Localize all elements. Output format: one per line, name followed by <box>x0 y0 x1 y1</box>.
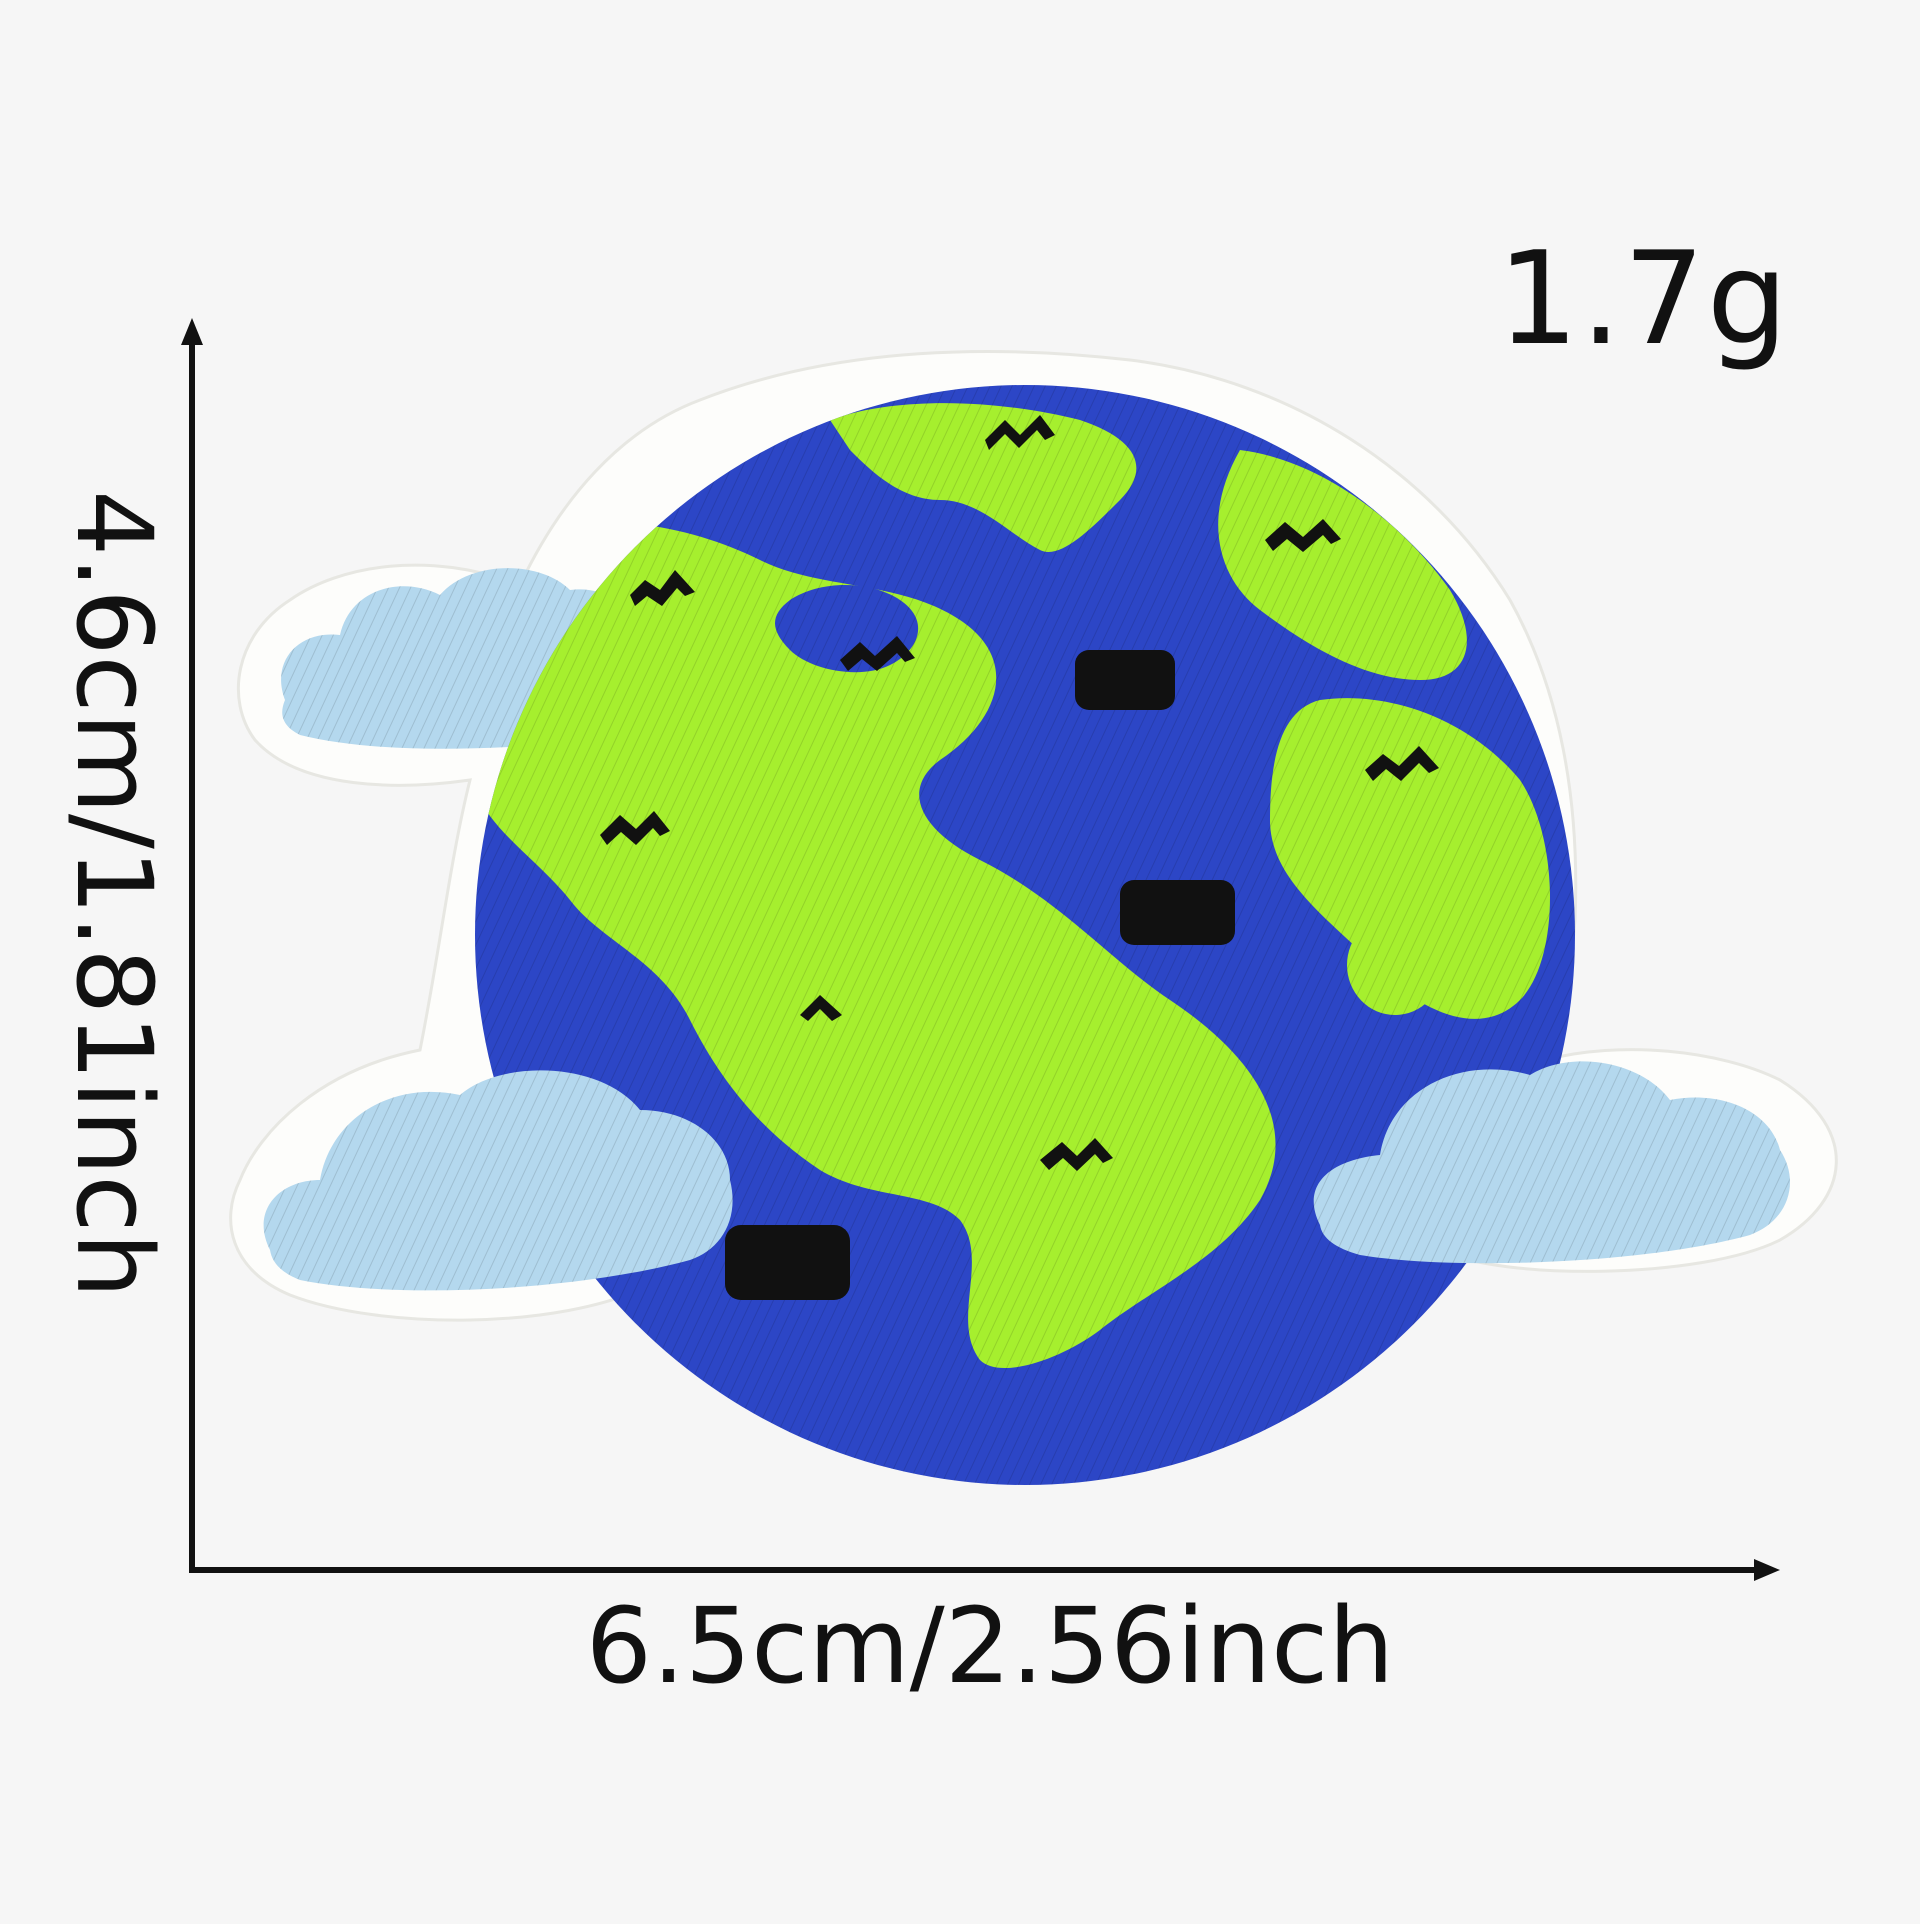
weight-label: 1.7g <box>1497 225 1790 374</box>
height-arrow <box>181 318 203 1572</box>
cloud-bottom-right <box>1313 1061 1790 1264</box>
width-arrow <box>189 1559 1780 1581</box>
stitch-marks <box>600 415 1439 1300</box>
cloud-bottom-left <box>263 1070 733 1291</box>
height-dimension-label: 4.6cm/1.81inch <box>53 490 175 1299</box>
height-dimension-container: 4.6cm/1.81inch <box>53 490 180 1420</box>
earth-globe <box>475 385 1575 1485</box>
width-dimension-label: 6.5cm/2.56inch <box>585 1585 1395 1707</box>
